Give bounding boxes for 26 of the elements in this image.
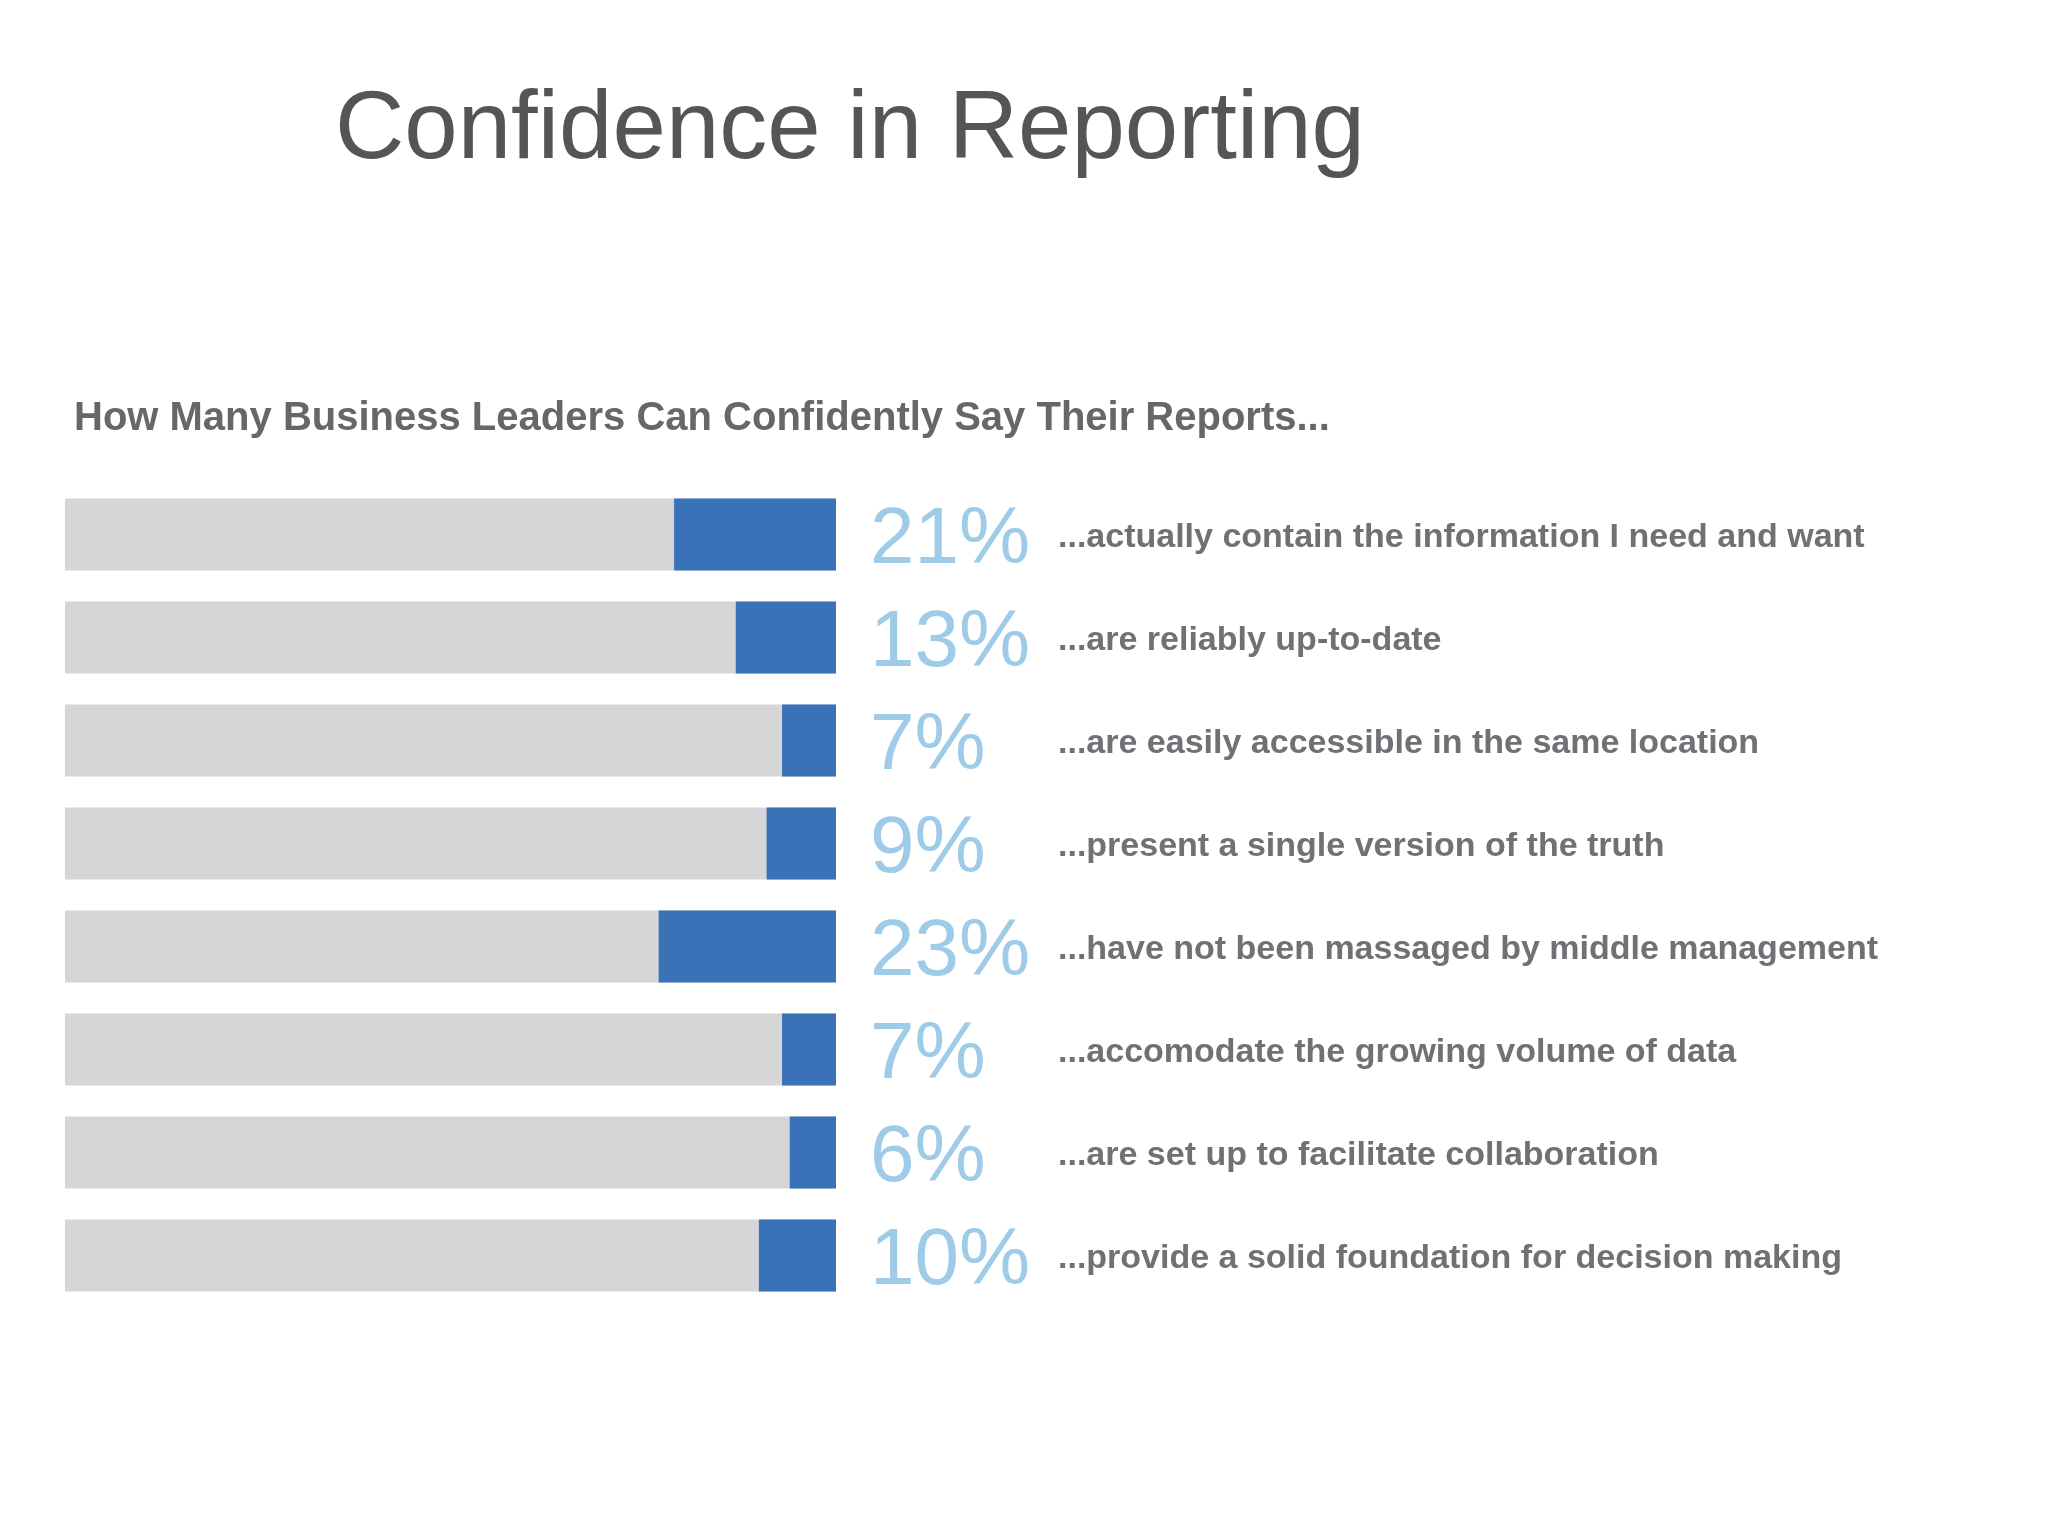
chart-subtitle: How Many Business Leaders Can Confidently Say Their Reports... bbox=[74, 393, 1330, 440]
data-label: 6% bbox=[870, 1109, 986, 1199]
bar bbox=[735, 601, 836, 674]
bar bbox=[674, 498, 836, 571]
bar bbox=[658, 910, 836, 983]
bar bbox=[782, 704, 836, 777]
data-label: 7% bbox=[870, 1006, 986, 1096]
y-tick-label: ...are easily accessible in the same location bbox=[1058, 721, 1760, 760]
y-tick-label: ...actually contain the information I need and want bbox=[1058, 515, 1865, 554]
y-tick-label: ...present a single version of the truth bbox=[1058, 824, 1665, 863]
bar bbox=[766, 807, 836, 880]
data-label: 7% bbox=[870, 697, 986, 787]
y-tick-label: ...are reliably up-to-date bbox=[1058, 618, 1442, 657]
data-label: 10% bbox=[870, 1212, 1031, 1302]
y-tick-label: ...accomodate the growing volume of data bbox=[1058, 1030, 1738, 1069]
chart-title: Confidence in Reporting bbox=[335, 70, 1365, 180]
data-label: 23% bbox=[870, 903, 1031, 993]
data-label: 21% bbox=[870, 491, 1031, 581]
data-label: 9% bbox=[870, 800, 986, 890]
y-tick-label: ...provide a solid foundation for decision making bbox=[1058, 1236, 1842, 1275]
y-tick-label: ...are set up to facilitate collaboration bbox=[1058, 1133, 1659, 1172]
y-tick-label: ...have not been massaged by middle management bbox=[1058, 927, 1879, 966]
bar bbox=[758, 1219, 836, 1292]
bar bbox=[789, 1116, 836, 1189]
data-label: 13% bbox=[870, 594, 1031, 684]
bar bbox=[782, 1013, 836, 1086]
